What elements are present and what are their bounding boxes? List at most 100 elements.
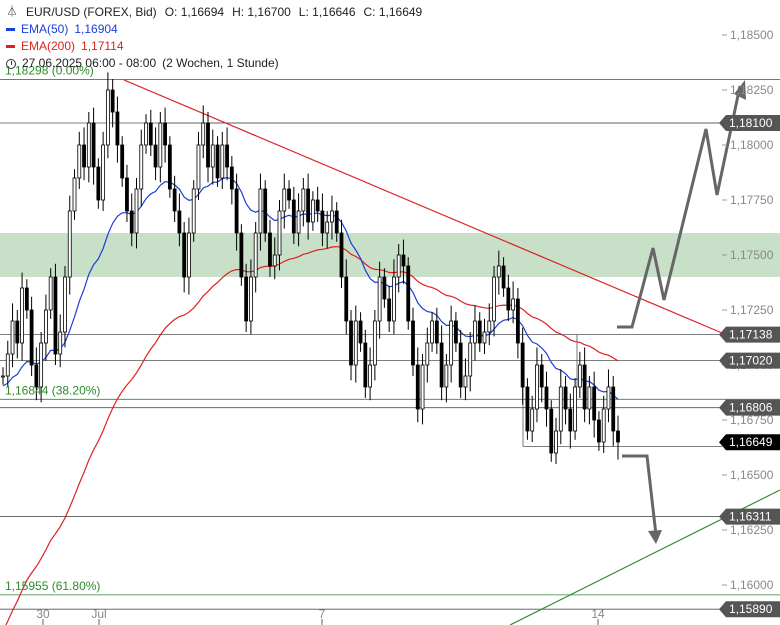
candle-body (10, 320, 15, 355)
candle-body (554, 430, 558, 454)
candle-body (377, 276, 382, 322)
candle-body (244, 276, 249, 322)
ema50-line (2, 176, 619, 400)
candle-body (120, 144, 125, 179)
candle-body (396, 254, 401, 278)
y-tick-label: 1,16250 (730, 523, 774, 537)
legend-low: L: 1,16646 (298, 5, 356, 19)
candle-body (434, 320, 439, 344)
candle-body (339, 232, 344, 278)
bullish-scenario-arrow (617, 85, 742, 329)
downtrend-line (123, 79, 723, 334)
price-tag-label: 1,15890 (729, 602, 773, 616)
candle-body (58, 331, 63, 355)
candle-body (15, 320, 20, 344)
legend-ema50-value: 1,16904 (74, 22, 118, 36)
price-tag-bg (719, 352, 780, 369)
price-tag-bg (719, 326, 780, 343)
candle-body (234, 188, 239, 234)
x-axis: 30 Jul 7 14 (36, 607, 605, 625)
candle-body (425, 342, 430, 366)
price-tag: 1,17020 (719, 352, 780, 369)
candle-body (48, 276, 53, 311)
ema200-line (5, 245, 619, 625)
x-tick-label: Jul (91, 607, 106, 621)
candle-body (44, 309, 48, 344)
candle-body (291, 199, 296, 234)
y-tick-label: 1,18250 (730, 83, 774, 97)
candle-body (353, 320, 358, 366)
candle-body (163, 122, 167, 146)
candle-body (177, 210, 182, 234)
bullish-arrowhead (734, 80, 746, 100)
candle-body (191, 188, 196, 234)
candle-body (334, 210, 339, 234)
candle-body (24, 287, 29, 311)
candle-body (182, 232, 187, 278)
legend-ema50-row[interactable]: EMA(50) 1,16904 (6, 21, 424, 38)
candle-body (363, 342, 368, 388)
price-tag-label: 1,18100 (729, 116, 773, 130)
candle-body (144, 122, 148, 146)
ema200-swatch (6, 45, 15, 48)
candle-body (272, 254, 277, 267)
legend-symbol: EUR/USD (FOREX, Bid) (26, 5, 157, 19)
fib-labels-layer: 1,18298 (0.00%) 1,16844 (38.20%) 1,15955 (… (5, 63, 100, 592)
y-tick-label: 1,18500 (730, 28, 774, 42)
candle-body (282, 188, 287, 212)
candle-body (287, 188, 291, 201)
y-tick-label: 1,18000 (730, 138, 774, 152)
legend-ema50-label: EMA(50) (21, 22, 69, 36)
candle-body (463, 375, 468, 388)
legend-high: H: 1,16700 (232, 5, 291, 19)
candle-body (139, 144, 144, 190)
legend-ohlc-row: ⏃ EUR/USD (FOREX, Bid) O: 1,16694 H: 1,1… (6, 4, 424, 21)
candle-body (29, 309, 34, 366)
candle-body (454, 320, 458, 344)
candle-body (277, 210, 282, 256)
candle-body (439, 342, 444, 388)
candle-body (239, 232, 244, 278)
candle-body (96, 166, 101, 201)
price-tag: 1,16311 (719, 508, 780, 525)
legend-ema200-row[interactable]: EMA(200) 1,17114 (6, 38, 424, 55)
candle-body (72, 177, 77, 212)
price-tag-bg (719, 399, 780, 416)
candle-body (306, 188, 311, 223)
candle-body (215, 144, 220, 179)
candle-body (577, 364, 582, 388)
candle-body (315, 199, 320, 212)
candle-body (511, 298, 516, 311)
candle-body (53, 276, 58, 355)
y-tick-label: 1,16750 (730, 413, 774, 427)
candle-body (515, 298, 520, 344)
candle-body (1, 375, 5, 378)
legend-ema200-label: EMA(200) (21, 39, 76, 53)
candle-body (406, 265, 411, 322)
candle-body (506, 287, 511, 311)
y-tick-label: 1,17250 (730, 303, 774, 317)
candle-body (496, 265, 501, 278)
legend-timeframe: (2 Wochen, 1 Stunde) (162, 56, 279, 70)
candle-body (105, 89, 110, 146)
candle-body (158, 122, 163, 168)
candle-body (134, 188, 139, 234)
candle-body (258, 188, 263, 234)
candle-body (253, 232, 258, 278)
candle-body (210, 144, 215, 168)
candle-body (86, 122, 91, 168)
candle-body (358, 320, 363, 344)
candle-body (82, 144, 86, 168)
candle-body (492, 276, 496, 322)
candle-body (392, 276, 396, 322)
candle-body (153, 144, 158, 168)
candle-body (249, 276, 253, 322)
y-tick-label: 1,16000 (730, 578, 774, 592)
candle-body (344, 276, 349, 322)
candle-body (125, 177, 129, 212)
candle-body (148, 122, 153, 146)
candle-body (67, 210, 72, 278)
candle-body (20, 287, 24, 344)
candle-body (63, 276, 67, 333)
